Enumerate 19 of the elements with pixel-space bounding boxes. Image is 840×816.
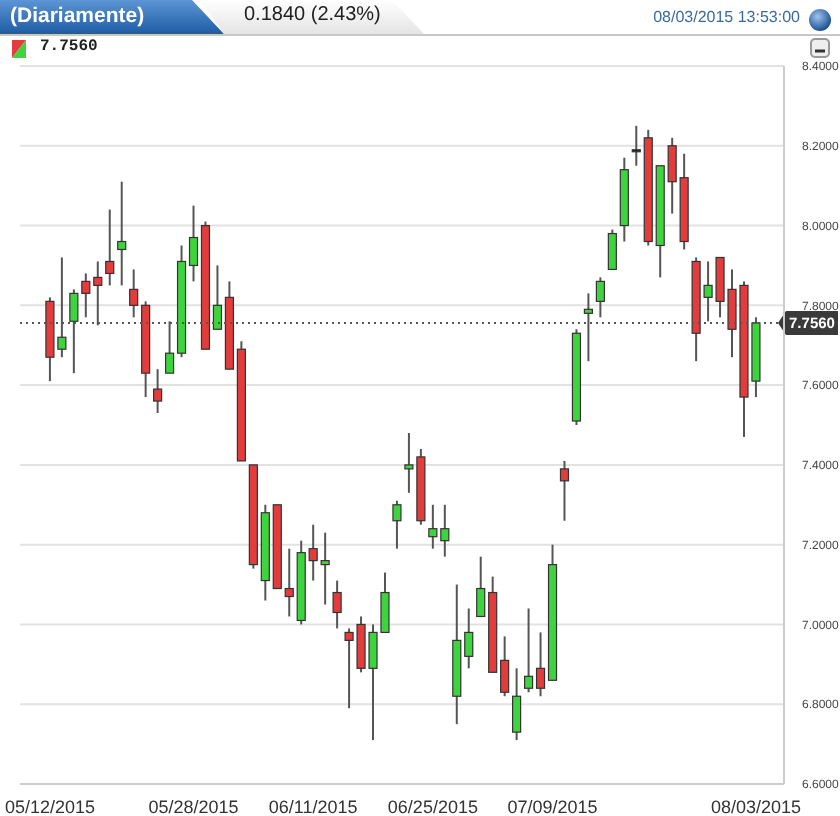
- candlestick: [512, 667, 522, 742]
- x-tick-label: 08/03/2015: [710, 796, 802, 816]
- candlestick: [332, 579, 342, 630]
- candlestick: [559, 459, 570, 522]
- chart-subtitle: 0.1840 (2.43%): [244, 4, 381, 26]
- candlestick: [153, 368, 163, 415]
- candlestick: [117, 180, 127, 287]
- candlestick: [392, 499, 402, 550]
- x-tick-label: 05/12/2015: [4, 796, 96, 816]
- candlestick: [595, 276, 605, 319]
- x-tick-label: 06/25/2015: [387, 796, 478, 816]
- text: 08/03/2015 13:53:00: [653, 8, 800, 26]
- x-tick-label: 06/11/2015: [268, 796, 358, 816]
- candlestick: [607, 228, 617, 271]
- chart-title: (Diariamente): [10, 4, 145, 28]
- x-tick-label: 07/09/2015: [507, 796, 598, 816]
- text: 7.7560: [40, 38, 98, 56]
- candlestick: [105, 208, 115, 287]
- x-tick-label: 05/28/2015: [148, 796, 239, 816]
